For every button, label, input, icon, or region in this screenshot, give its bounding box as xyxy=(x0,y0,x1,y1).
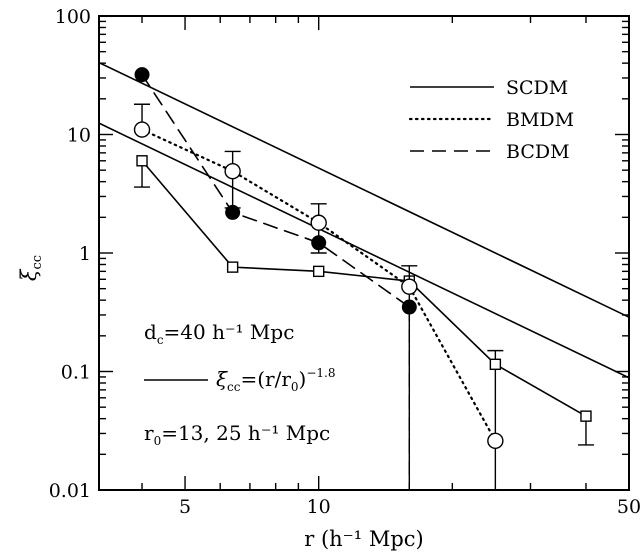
y-tick-label: 0.01 xyxy=(49,480,91,502)
data-point-bcdm xyxy=(401,299,417,315)
data-point-bcdm xyxy=(134,67,150,83)
x-tick-label: 5 xyxy=(179,496,191,518)
series-line-scdm xyxy=(141,159,587,417)
x-tick-label: 10 xyxy=(307,496,331,518)
data-point-scdm xyxy=(489,358,502,371)
data-point-scdm xyxy=(136,155,148,167)
annotation-r0: r0=13, 25 h⁻¹ Mpc xyxy=(144,421,330,448)
annotation-fit: ξcc=(r/r0)−1.8 xyxy=(216,366,335,394)
plot-frame xyxy=(98,15,630,491)
legend-label-bcdm: BCDM xyxy=(506,141,570,163)
y-tick-label: 10 xyxy=(67,125,91,147)
data-point-scdm xyxy=(226,261,239,273)
annotation-dc: dc=40 h⁻¹ Mpc xyxy=(144,320,294,347)
x-tick-label: 50 xyxy=(617,496,641,518)
data-point-bmdm xyxy=(133,121,151,138)
y-tick-label: 1 xyxy=(79,243,91,265)
tick-label-layer: 0.01 0.1 1 10 100 5 10 50 xyxy=(49,6,641,518)
legend-label-bmdm: BMDM xyxy=(506,109,574,131)
data-point-scdm xyxy=(312,265,325,278)
data-point-bcdm xyxy=(225,204,241,220)
data-point-bmdm xyxy=(401,278,418,295)
y-tick-label: 100 xyxy=(55,6,91,28)
y-axis-label: ξcc xyxy=(17,255,45,281)
data-point-scdm xyxy=(580,410,592,422)
series-layer xyxy=(99,61,629,490)
data-point-bmdm xyxy=(224,163,241,180)
y-axis-label-sub: cc xyxy=(30,255,45,270)
x-axis-label: r (h⁻¹ Mpc) xyxy=(304,527,424,551)
data-point-bcdm xyxy=(311,235,327,251)
data-point-bmdm xyxy=(487,432,504,450)
y-tick-label: 0.1 xyxy=(61,362,91,384)
legend: SCDM BMDM BCDM xyxy=(408,77,574,163)
data-point-bmdm xyxy=(310,214,327,231)
series-line-bcdm xyxy=(141,73,411,308)
y-axis-label-main: ξ xyxy=(17,268,41,281)
powerlaw-line-r0-13 xyxy=(99,122,629,379)
legend-label-scdm: SCDM xyxy=(506,77,568,99)
svg-text:ξcc: ξcc xyxy=(17,255,45,281)
annotation-block: dc=40 h⁻¹ Mpc ξcc=(r/r0)−1.8 r0=13, 25 h… xyxy=(144,320,335,448)
powerlaw-line-r0-25 xyxy=(99,61,629,318)
